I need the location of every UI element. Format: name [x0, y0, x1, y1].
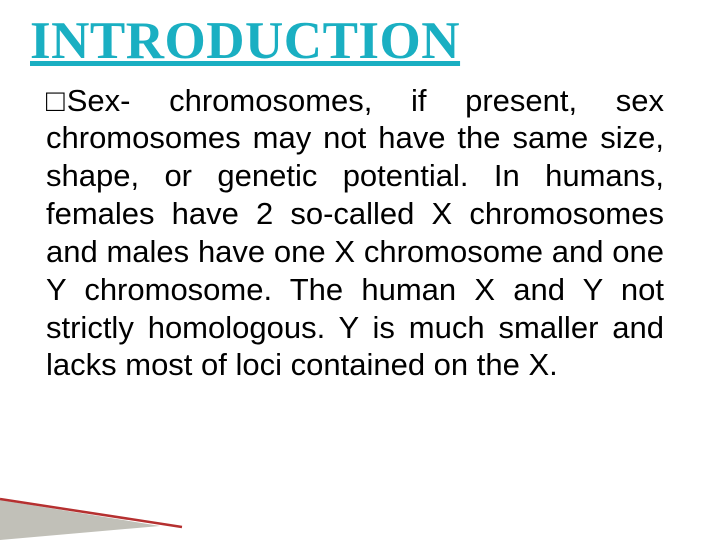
- accent-wedge: [0, 500, 160, 540]
- body-block: □Sex- chromosomes, if present, sex chrom…: [30, 82, 664, 385]
- accent-line: [0, 499, 182, 527]
- body-term: Sex-: [67, 83, 131, 118]
- slide: INTRODUCTION □Sex- chromosomes, if prese…: [0, 0, 720, 540]
- slide-title: INTRODUCTION: [30, 14, 664, 70]
- corner-accent-icon: [0, 460, 200, 540]
- body-paragraph: □Sex- chromosomes, if present, sex chrom…: [46, 82, 664, 385]
- body-text-content: chromosomes, if present, sex chromosomes…: [46, 83, 664, 383]
- bullet-square-icon: □: [46, 82, 65, 120]
